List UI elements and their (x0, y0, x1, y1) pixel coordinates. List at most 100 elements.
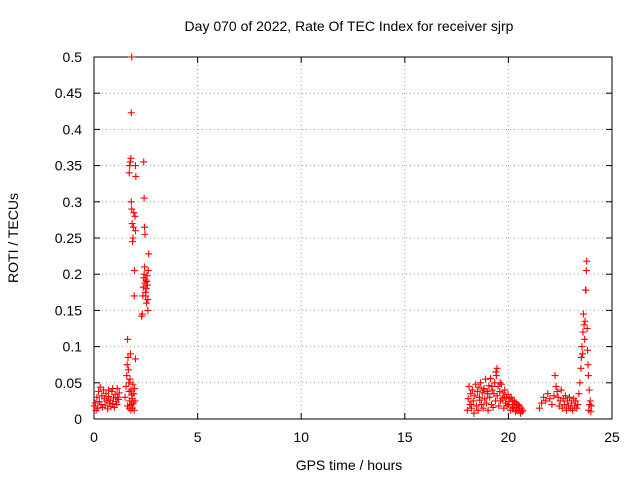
data-point (131, 267, 139, 275)
data-point (579, 310, 587, 318)
data-point (511, 398, 519, 406)
data-point (551, 372, 559, 380)
data-point (586, 397, 594, 405)
data-point (132, 172, 140, 180)
data-point (473, 387, 481, 395)
data-point (580, 321, 588, 329)
data-point (582, 286, 590, 294)
data-point (127, 198, 135, 206)
data-point (145, 250, 153, 258)
data-point (127, 406, 135, 414)
data-point (140, 270, 148, 278)
data-point (542, 397, 550, 405)
data-point (582, 267, 590, 275)
grid-lines (94, 57, 612, 419)
data-point (101, 401, 109, 409)
data-point (585, 406, 593, 414)
y-tick-label: 0.1 (63, 339, 83, 355)
data-point (105, 393, 113, 401)
data-point (535, 404, 543, 412)
data-point (121, 393, 129, 401)
data-point (143, 299, 151, 307)
data-point (128, 220, 136, 228)
y-tick-label: 0.05 (55, 375, 82, 391)
data-point (495, 402, 503, 410)
data-point (552, 382, 560, 390)
data-point (123, 372, 131, 380)
data-point (518, 408, 526, 416)
data-point (141, 230, 149, 238)
data-point (579, 350, 587, 358)
data-point (124, 335, 132, 343)
data-point (478, 389, 486, 397)
data-point (131, 355, 139, 363)
data-point (465, 382, 473, 390)
data-point (553, 387, 561, 395)
data-point (107, 403, 115, 411)
y-tick-label: 0.3 (63, 194, 83, 210)
data-point (471, 392, 479, 400)
chart-title: Day 070 of 2022, Rate Of TEC Index for r… (185, 18, 514, 34)
x-tick-label: 5 (194, 429, 202, 445)
data-point (513, 406, 521, 414)
data-point (127, 386, 135, 394)
data-point (474, 406, 482, 414)
data-point (131, 385, 139, 393)
data-point (583, 257, 591, 265)
data-point (126, 375, 134, 383)
x-tick-label: 0 (90, 429, 98, 445)
y-tick-label: 0.35 (55, 158, 82, 174)
data-point (131, 227, 139, 235)
data-point (584, 372, 592, 380)
data-points (90, 53, 595, 417)
data-point (468, 386, 476, 394)
data-point (472, 402, 480, 410)
data-point (124, 353, 132, 361)
axis-ticks: 0 5 10 15 20 25 0 0.05 0.1 0.15 0.2 0.25 0.3 0.35 0.4 0… (55, 49, 620, 445)
data-point (585, 386, 593, 394)
data-point (544, 390, 552, 398)
data-point (140, 194, 148, 202)
data-point (93, 393, 101, 401)
y-tick-label: 0.5 (63, 49, 83, 65)
data-point (467, 401, 475, 409)
data-point (485, 382, 493, 390)
data-point (572, 397, 580, 405)
data-point (486, 393, 494, 401)
data-point (480, 386, 488, 394)
data-point (558, 404, 566, 412)
data-point (142, 285, 150, 293)
data-point (546, 395, 554, 403)
data-point (581, 317, 589, 325)
data-point (122, 382, 130, 390)
data-point (557, 386, 565, 394)
data-point (487, 401, 495, 409)
data-point (577, 364, 585, 372)
data-point (126, 158, 134, 166)
data-point (129, 380, 137, 388)
data-point (548, 401, 556, 409)
data-point (470, 409, 478, 417)
data-point (125, 379, 133, 387)
data-point (140, 158, 148, 166)
data-point (109, 385, 117, 393)
data-point (95, 398, 103, 406)
data-point (144, 306, 152, 314)
data-point (496, 387, 504, 395)
data-point (144, 267, 152, 275)
x-tick-label: 10 (293, 429, 309, 445)
data-point (123, 361, 131, 369)
data-point (130, 209, 138, 217)
data-point (511, 408, 519, 416)
x-tick-label: 15 (397, 429, 413, 445)
data-point (493, 392, 501, 400)
data-point (576, 379, 584, 387)
data-point (581, 335, 589, 343)
data-point (484, 390, 492, 398)
data-point (510, 403, 518, 411)
data-point (501, 399, 509, 407)
data-point (141, 223, 149, 231)
data-point (105, 386, 113, 394)
data-point (125, 387, 133, 395)
data-point (509, 396, 517, 404)
